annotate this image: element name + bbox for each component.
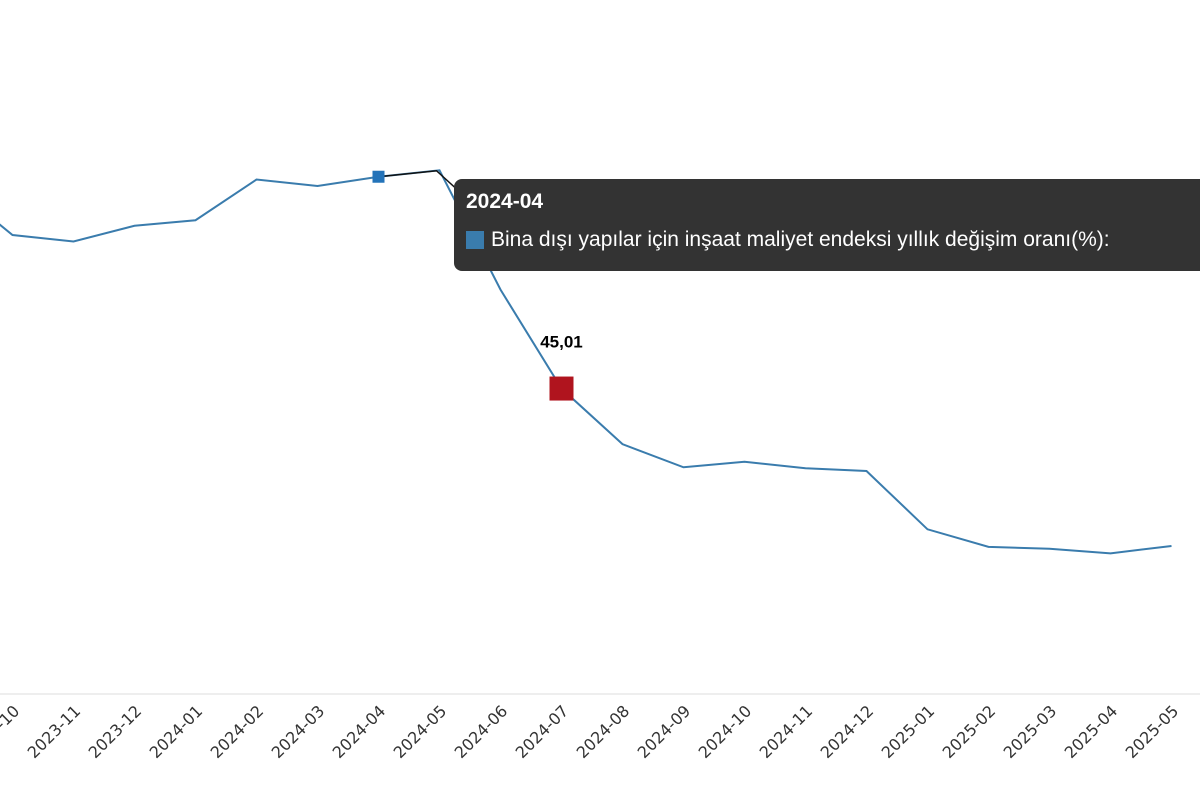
x-tick-label: 2023-10 (0, 701, 23, 762)
x-tick-label: 2024-06 (451, 701, 512, 762)
plot-area[interactable]: 45,01 (0, 169, 1172, 555)
highlight-point-marker[interactable] (549, 376, 574, 401)
hover-point-marker[interactable] (372, 170, 385, 183)
x-tick-label: 2024-11 (756, 701, 817, 762)
x-tick-label: 2024-01 (146, 701, 207, 762)
tooltip: 2024-04 Bina dışı yapılar için inşaat ma… (454, 179, 1200, 271)
x-tick-label: 2025-01 (878, 701, 939, 762)
x-tick-label: 2024-02 (207, 701, 268, 762)
x-tick-label: 2023-12 (85, 701, 146, 762)
series-swatch-icon (466, 231, 484, 249)
x-tick-label: 2024-12 (817, 701, 878, 762)
x-axis-ticks: 2023-092023-102023-112023-122024-012024-… (0, 701, 1182, 762)
x-tick-label: 2024-09 (634, 701, 695, 762)
x-tick-label: 2024-08 (573, 701, 634, 762)
x-tick-label: 2024-10 (695, 701, 756, 762)
x-tick-label: 2023-11 (24, 701, 85, 762)
x-tick-label: 2024-04 (329, 701, 390, 762)
x-tick-label: 2025-04 (1061, 701, 1122, 762)
x-tick-label: 2025-02 (939, 701, 1000, 762)
tooltip-series-label: Bina dışı yapılar için inşaat maliyet en… (491, 228, 1110, 251)
tooltip-row: Bina dışı yapılar için inşaat maliyet en… (466, 228, 1200, 252)
x-tick-label: 2025-03 (1000, 701, 1061, 762)
tooltip-title: 2024-04 (466, 190, 544, 213)
x-tick-label: 2024-03 (268, 701, 329, 762)
data-label: 45,01 (540, 333, 583, 352)
x-tick-label: 2024-07 (512, 701, 573, 762)
x-tick-label: 2025-05 (1122, 701, 1183, 762)
x-tick-label: 2024-05 (390, 701, 451, 762)
